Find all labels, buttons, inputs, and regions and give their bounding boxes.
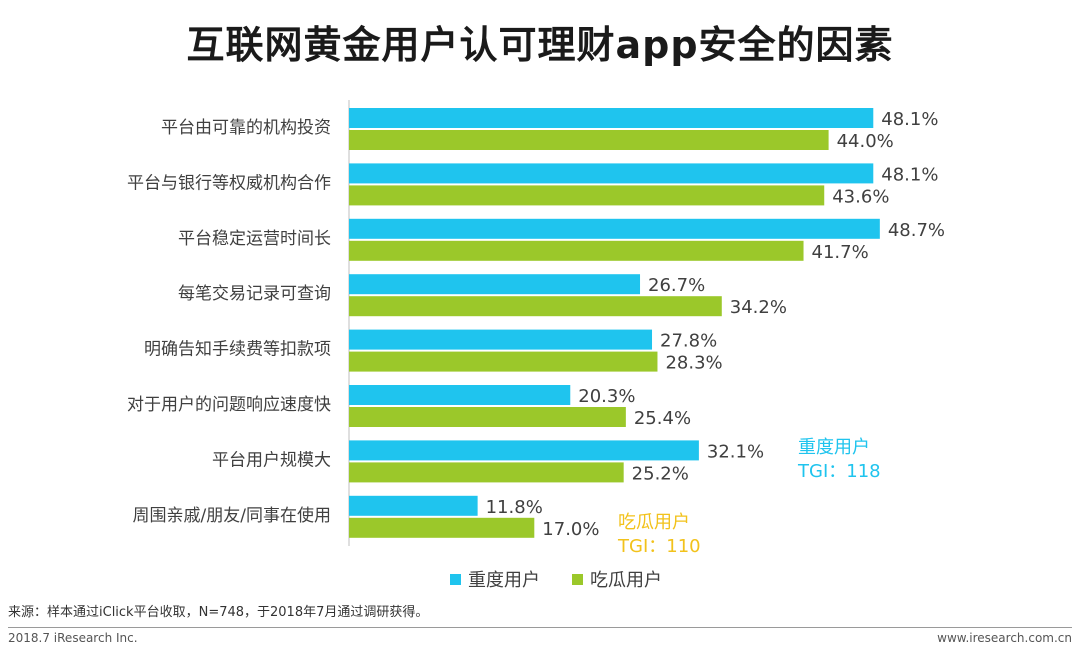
footer-website: www.iresearch.com.cn [937,631,1072,645]
data-label: 43.6% [832,186,889,207]
data-label: 26.7% [648,275,705,296]
category-label: 平台由可靠的机构投资 [161,118,331,138]
bar-casual-user [349,130,829,150]
legend-label: 吃瓜用户 [590,570,662,591]
bar-heavy-user [349,218,880,239]
bar-heavy-user [349,495,478,516]
category-label: 对于用户的问题响应速度快 [127,395,331,415]
chart: 平台由可靠的机构投资 48.1%44.0%平台与银行等权威机构合作 48.1%43.… [127,100,945,591]
footer-copyright: 2018.7 iResearch Inc. [8,631,138,645]
bar-casual-user [349,517,535,538]
bar-heavy-user [349,440,699,461]
chart-title: 互联网黄金用户认可理财app安全的因素 [186,23,894,67]
data-label: 44.0% [837,131,894,152]
bar-heavy-user [349,274,641,295]
category-label: 平台与银行等权威机构合作 [127,173,331,193]
bar-heavy-user [349,163,874,184]
bar-casual-user [349,407,626,427]
legend-label: 重度用户 [468,570,540,591]
category-label: 平台稳定运营时间长 [178,229,331,249]
tgi-annotation-value: TGI：118 [797,461,881,482]
category-label: 周围亲戚/朋友/同事在使用 [133,505,331,526]
legend-swatch [572,574,583,585]
source-note: 来源：样本通过iClick平台收取，N=748，于2018年7月通过调研获得。 [8,605,429,620]
data-label: 28.3% [665,353,722,374]
category-label: 明确告知手续费等扣款项 [144,340,331,360]
data-label: 20.3% [578,386,635,407]
bar-casual-user [349,240,804,261]
data-label: 41.7% [812,242,869,263]
tgi-annotation-title: 重度用户 [798,437,870,458]
bar-casual-user [349,462,624,483]
data-label: 48.7% [888,220,945,241]
data-label: 34.2% [730,297,787,318]
data-label: 32.1% [707,441,764,462]
bar-casual-user [349,351,658,372]
data-label: 11.8% [486,497,543,518]
bar-heavy-user [349,329,653,350]
bar-heavy-user [349,108,874,128]
data-label: 25.2% [632,463,689,484]
footer-divider [8,627,1072,628]
category-label: 平台用户规模大 [212,450,331,470]
category-label: 每笔交易记录可查询 [178,284,331,304]
data-label: 48.1% [881,109,938,130]
bar-heavy-user [349,385,571,405]
legend-swatch [450,574,461,585]
tgi-annotation-value: TGI：110 [617,536,701,557]
data-label: 25.4% [634,408,691,429]
bar-casual-user [349,185,825,206]
data-label: 48.1% [881,164,938,185]
data-label: 27.8% [660,331,717,352]
data-label: 17.0% [542,519,599,540]
tgi-annotation-title: 吃瓜用户 [618,512,690,533]
bar-casual-user [349,296,722,317]
